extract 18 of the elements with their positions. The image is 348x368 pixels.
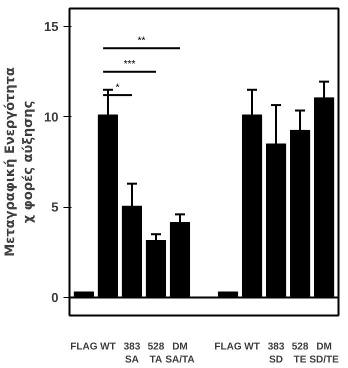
- annotation: ***: [124, 58, 136, 70]
- y-tick-label: 15: [44, 19, 59, 34]
- x-tick-label: DM SA/TA: [165, 342, 195, 366]
- x-tick-label: 383 SA: [124, 342, 141, 366]
- x-tick-label: FLAG: [214, 342, 242, 352]
- x-tick-label: WT: [244, 342, 260, 352]
- x-tick-label: 383 SD: [268, 342, 285, 366]
- x-tick-label: 528 TA: [148, 342, 165, 366]
- y-tick-label: 0: [51, 290, 59, 305]
- annotation: **: [138, 35, 146, 46]
- x-tick-label: DM SD/TE: [309, 342, 340, 366]
- annotation: *: [116, 82, 120, 94]
- x-tick-label: 528 TE: [292, 342, 309, 366]
- y-axis-title: Μεταγραφική Ενεργότητα χ φορές αύξησης: [3, 67, 36, 257]
- y-tick-label: 10: [44, 109, 59, 124]
- y-tick-label: 5: [51, 200, 59, 215]
- x-tick-label: WT: [100, 342, 116, 352]
- x-tick-label: FLAG: [70, 342, 98, 352]
